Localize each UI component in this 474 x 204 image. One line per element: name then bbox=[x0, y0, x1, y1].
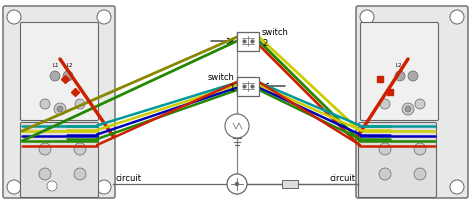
FancyBboxPatch shape bbox=[237, 77, 259, 96]
Circle shape bbox=[450, 180, 464, 194]
Circle shape bbox=[50, 72, 60, 82]
Bar bbox=[282, 180, 298, 188]
Circle shape bbox=[414, 143, 426, 155]
Circle shape bbox=[236, 183, 238, 186]
Circle shape bbox=[415, 100, 425, 110]
Text: L1: L1 bbox=[52, 63, 58, 68]
Text: circuit: circuit bbox=[330, 173, 356, 182]
Text: L2: L2 bbox=[66, 63, 73, 68]
FancyBboxPatch shape bbox=[20, 123, 99, 197]
Circle shape bbox=[39, 143, 51, 155]
Circle shape bbox=[379, 168, 391, 180]
Circle shape bbox=[7, 180, 21, 194]
Circle shape bbox=[360, 11, 374, 25]
FancyBboxPatch shape bbox=[356, 7, 468, 198]
Circle shape bbox=[40, 100, 50, 110]
Circle shape bbox=[402, 103, 414, 115]
Text: switch
1: switch 1 bbox=[207, 73, 234, 93]
Circle shape bbox=[63, 72, 73, 82]
Circle shape bbox=[450, 11, 464, 25]
Circle shape bbox=[54, 103, 66, 115]
Circle shape bbox=[74, 168, 86, 180]
Circle shape bbox=[408, 72, 418, 82]
Circle shape bbox=[7, 11, 21, 25]
FancyBboxPatch shape bbox=[3, 7, 115, 198]
Circle shape bbox=[57, 106, 63, 112]
Text: L2: L2 bbox=[396, 63, 402, 68]
Circle shape bbox=[97, 180, 111, 194]
Circle shape bbox=[75, 100, 85, 110]
Circle shape bbox=[39, 168, 51, 180]
FancyBboxPatch shape bbox=[237, 32, 259, 51]
FancyBboxPatch shape bbox=[20, 23, 99, 121]
Circle shape bbox=[97, 11, 111, 25]
Circle shape bbox=[360, 180, 374, 194]
Circle shape bbox=[414, 168, 426, 180]
FancyBboxPatch shape bbox=[358, 123, 437, 197]
Circle shape bbox=[225, 114, 249, 138]
Text: switch
2: switch 2 bbox=[262, 28, 289, 48]
Circle shape bbox=[380, 100, 390, 110]
Circle shape bbox=[227, 174, 247, 194]
Circle shape bbox=[395, 72, 405, 82]
FancyBboxPatch shape bbox=[361, 23, 438, 121]
Circle shape bbox=[379, 143, 391, 155]
Circle shape bbox=[47, 181, 57, 191]
Circle shape bbox=[405, 106, 411, 112]
Circle shape bbox=[74, 143, 86, 155]
Text: circuit: circuit bbox=[115, 173, 141, 182]
